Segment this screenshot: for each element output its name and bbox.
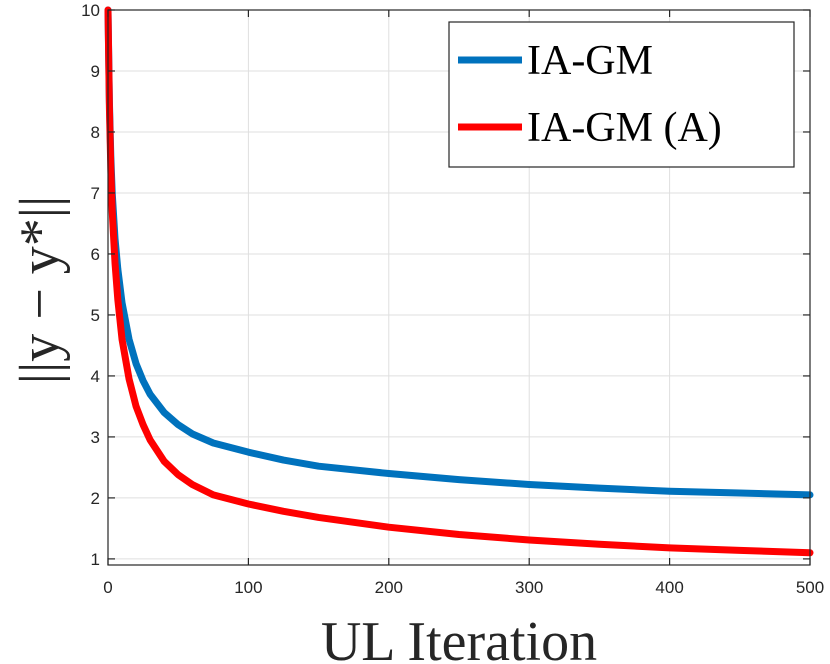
x-tick-label: 0: [103, 578, 112, 597]
x-tick-label: 200: [375, 578, 403, 597]
legend-box: [448, 21, 795, 168]
plot-frame: [107, 9, 811, 566]
y-tick-label: 3: [91, 428, 100, 447]
legend-label-ia-gm-a: IA-GM (A): [527, 105, 722, 151]
x-tick-label: 400: [655, 578, 683, 597]
ticks: [107, 9, 811, 565]
y-tick-label: 4: [91, 367, 100, 386]
y-tick-label: 7: [91, 184, 100, 203]
y-tick-label: 8: [91, 123, 100, 142]
series-line-ia-gm-a: [104, 6, 814, 557]
y-tick-label: 5: [91, 306, 100, 325]
y-tick-label: 2: [91, 489, 100, 508]
x-tick-label: 500: [796, 578, 824, 597]
x-tick-label: 100: [234, 578, 262, 597]
series-group: [104, 6, 814, 557]
y-tick-label: 1: [91, 550, 100, 569]
y-tick-label: 6: [91, 245, 100, 264]
y-tick-label: 9: [91, 62, 100, 81]
x-tick-label: 300: [515, 578, 543, 597]
tick-labels: 0 100 200 300 400 500 1 2 3 4 5 6 7 8 9 10: [81, 1, 824, 597]
y-tick-label: 10: [81, 1, 100, 20]
legend: IA-GM IA-GM (A): [448, 21, 795, 168]
x-axis-title: UL Iteration: [321, 611, 597, 664]
legend-label-ia-gm: IA-GM: [527, 38, 653, 84]
y-axis-title: ||y − y*||: [9, 196, 71, 384]
